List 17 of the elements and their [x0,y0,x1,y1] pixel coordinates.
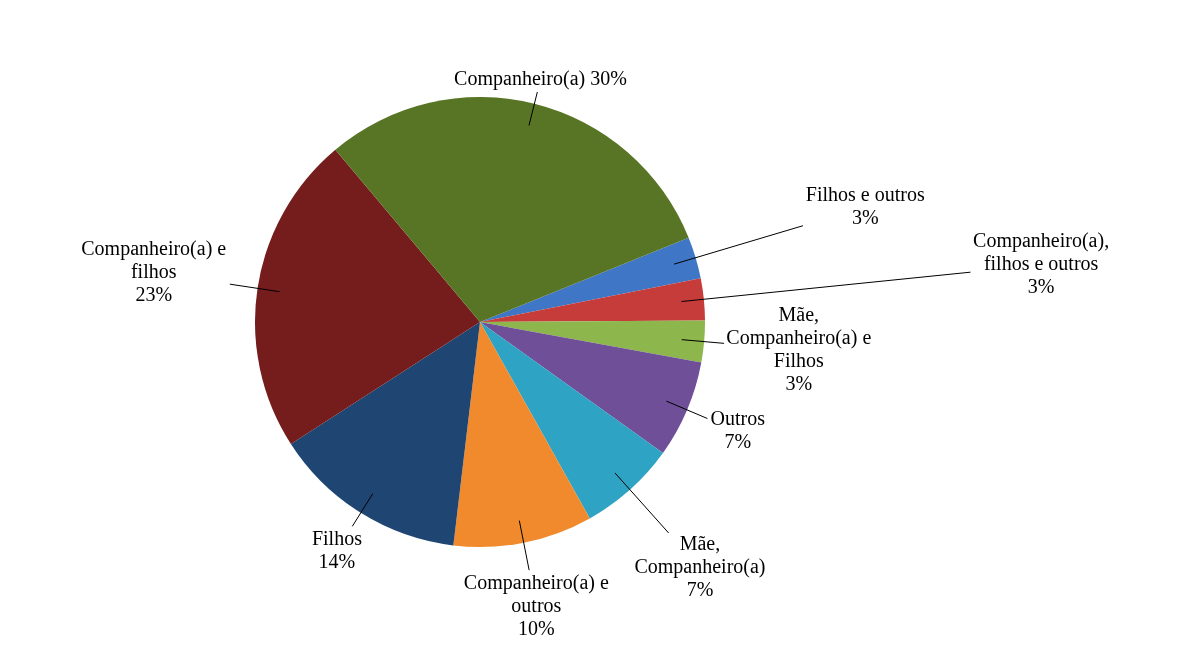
slice-label: Companheiro(a), filhos e outros [973,229,1110,275]
data-label: 7% [724,430,752,453]
data-label: 3% [1027,275,1055,298]
slice-label: Mãe, Companheiro(a) [634,532,766,579]
slice-label: Companheiro(a) e filhos [81,236,227,282]
category-label: Companheiro(a) 30% [454,66,627,89]
data-label: 7% [686,578,714,601]
data-label: 3% [851,205,879,228]
slice-label: Filhos [311,526,363,549]
slice-label: Filhos e outros [805,182,925,205]
data-label: 10% [517,616,555,639]
slice-label: Mãe, Companheiro(a) e Filhos [726,302,872,371]
slice-label: Outros [710,407,766,430]
data-label: 3% [785,371,813,394]
slice-label: Companheiro(a) e outros [463,570,609,616]
data-label: 23% [135,282,173,305]
data-label: 14% [318,549,356,572]
